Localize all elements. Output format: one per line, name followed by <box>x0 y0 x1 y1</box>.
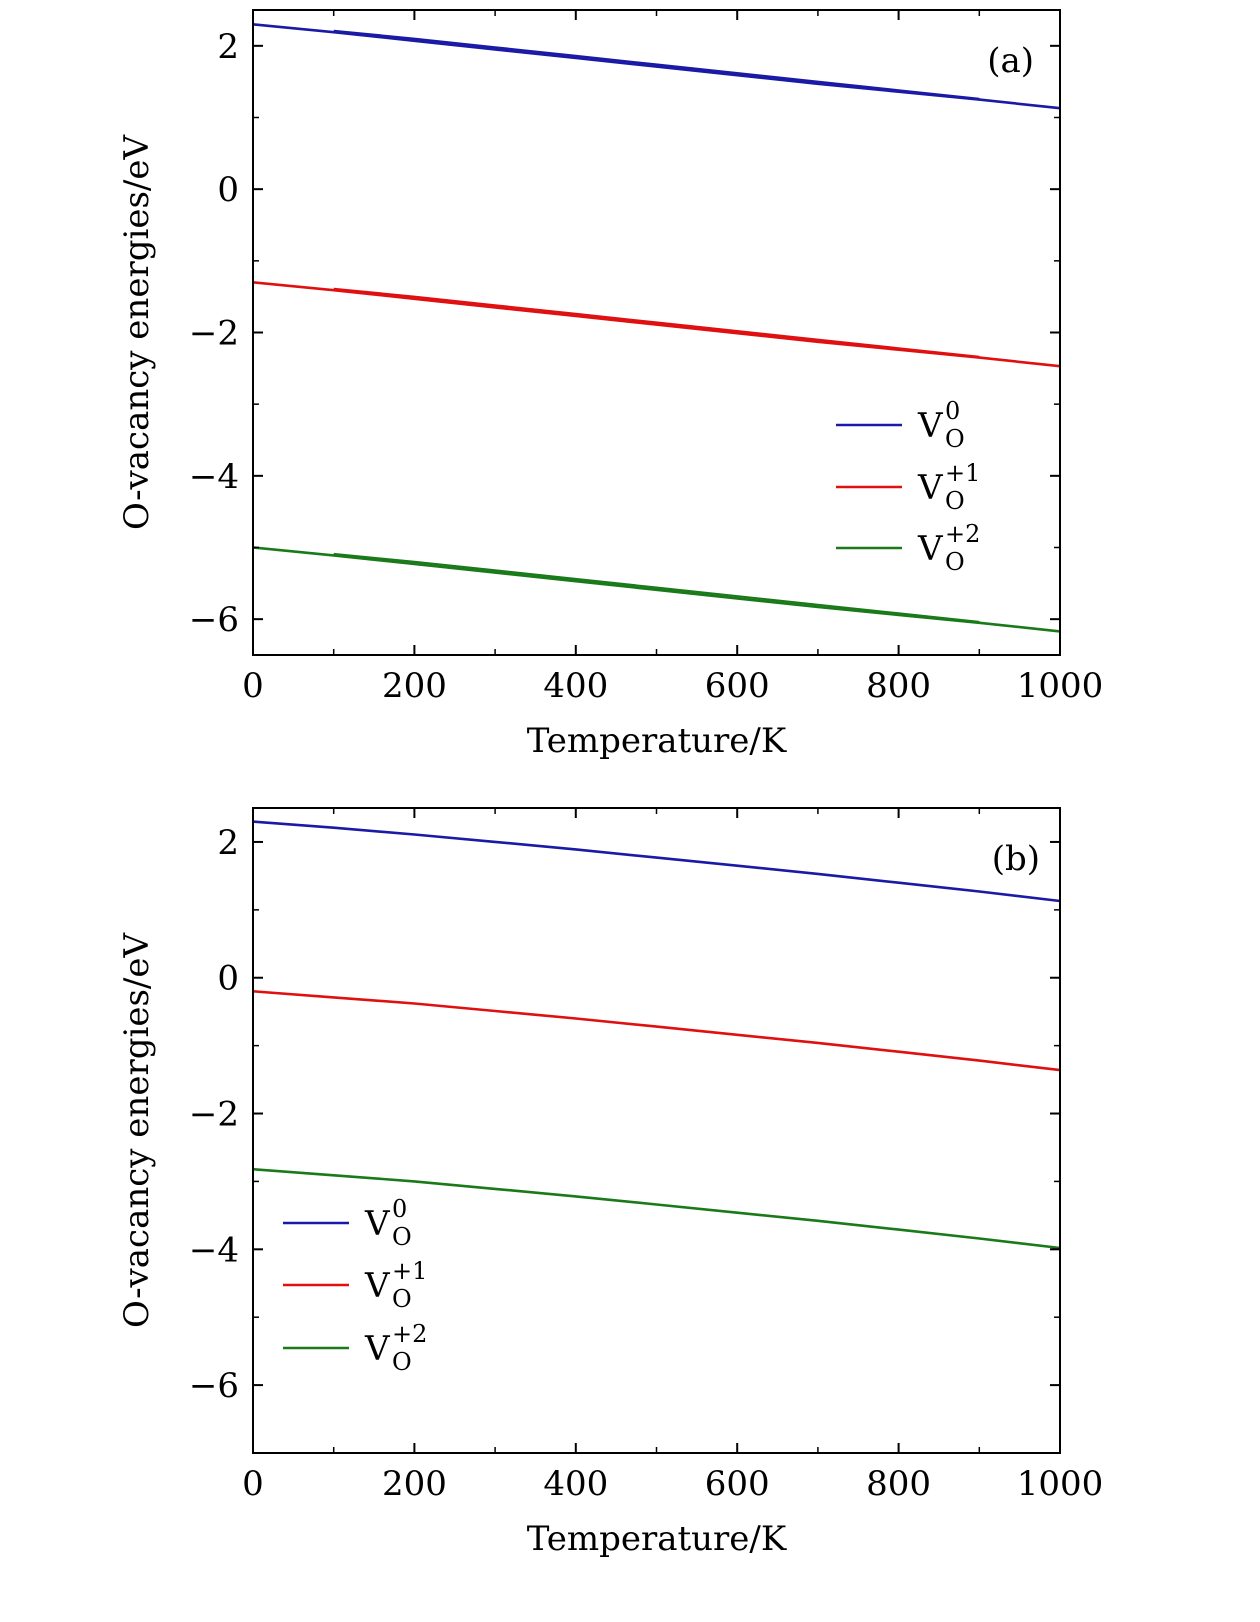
x-tick-label: 0 <box>242 1464 264 1504</box>
legend-entry: V <box>364 1204 391 1244</box>
series-line-2 <box>252 1167 1061 1250</box>
x-axis-label: Temperature/K <box>527 1519 787 1559</box>
panel-a: 0 200 400 600 800 1000 −6 −4 −2 0 2 Temperature/K O-… <box>117 9 1104 761</box>
panel-label: (b) <box>992 839 1040 879</box>
legend-superscript: +1 <box>945 459 980 487</box>
y-tick-label: 0 <box>217 170 239 210</box>
legend-subscript: O <box>945 487 965 515</box>
legend-entry: V <box>917 468 944 508</box>
legend-entry: V <box>917 529 944 569</box>
legend-subscript: O <box>945 425 965 453</box>
series-line-1 <box>252 281 1061 368</box>
legend-entry: V <box>917 406 944 446</box>
series-line-1-trace2 <box>333 287 980 358</box>
legend-subscript: O <box>392 1348 412 1376</box>
series-line-2 <box>252 546 1061 633</box>
legend-subscript: O <box>392 1223 412 1251</box>
x-tick-label: 400 <box>543 666 608 706</box>
series-line-2-trace2 <box>333 552 980 624</box>
x-tick-label: 0 <box>242 666 264 706</box>
x-tick-label: 800 <box>866 1464 931 1504</box>
x-tick-label: 600 <box>705 1464 770 1504</box>
y-tick-label: −4 <box>189 457 239 497</box>
series-line-0-trace2 <box>333 29 980 100</box>
x-tick-label: 200 <box>382 1464 447 1504</box>
y-tick-label: 2 <box>217 27 239 67</box>
y-tick-label: −6 <box>189 600 239 640</box>
series-line-0 <box>252 820 1061 903</box>
series-line-1 <box>252 990 1061 1072</box>
legend-entry: V <box>364 1329 391 1369</box>
x-tick-label: 400 <box>543 1464 608 1504</box>
y-axis-label: O-vacancy energies/eV <box>117 134 157 531</box>
legend-superscript: +2 <box>945 520 980 548</box>
x-tick-label: 600 <box>705 666 770 706</box>
y-tick-label: −4 <box>189 1230 239 1270</box>
legend-superscript: 0 <box>945 397 960 425</box>
x-tick-label: 200 <box>382 666 447 706</box>
x-tick-label: 1000 <box>1017 1464 1104 1504</box>
x-tick-label: 1000 <box>1017 666 1104 706</box>
y-tick-label: −2 <box>189 1095 239 1135</box>
legend-superscript: +2 <box>392 1320 427 1348</box>
legend-superscript: +1 <box>392 1257 427 1285</box>
y-tick-label: −6 <box>189 1366 239 1406</box>
y-tick-label: 2 <box>217 823 239 863</box>
y-tick-label: 0 <box>217 959 239 999</box>
y-tick-label: −2 <box>189 314 239 354</box>
x-axis-label: Temperature/K <box>527 721 787 761</box>
legend-superscript: 0 <box>392 1195 407 1223</box>
y-axis-label: O-vacancy energies/eV <box>117 932 157 1329</box>
legend-subscript: O <box>945 548 965 576</box>
legend-subscript: O <box>392 1285 412 1313</box>
panel-label: (a) <box>987 41 1034 81</box>
panel-b: 0 200 400 600 800 1000 −6 −4 −2 0 2 Temperature/K O-… <box>117 807 1104 1559</box>
x-tick-label: 800 <box>866 666 931 706</box>
series-line-0 <box>252 23 1061 110</box>
legend-entry: V <box>364 1266 391 1306</box>
